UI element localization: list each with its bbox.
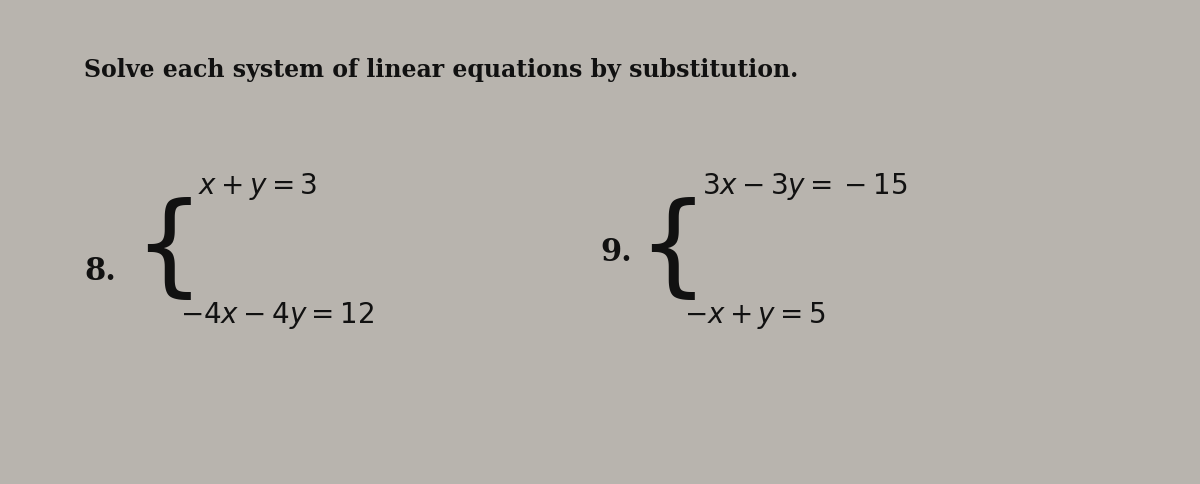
Text: $\{$: $\{$	[132, 197, 192, 304]
Text: $-x + y = 5$: $-x + y = 5$	[684, 299, 826, 330]
Text: $-4x - 4y = 12$: $-4x - 4y = 12$	[180, 299, 374, 330]
Text: $\{$: $\{$	[636, 197, 696, 304]
Text: 8.: 8.	[84, 256, 116, 287]
Text: $x + y = 3$: $x + y = 3$	[198, 171, 317, 202]
Text: $3x - 3y = -15$: $3x - 3y = -15$	[702, 171, 907, 202]
Text: 9.: 9.	[600, 236, 631, 267]
Text: Solve each system of linear equations by substitution.: Solve each system of linear equations by…	[84, 58, 798, 82]
